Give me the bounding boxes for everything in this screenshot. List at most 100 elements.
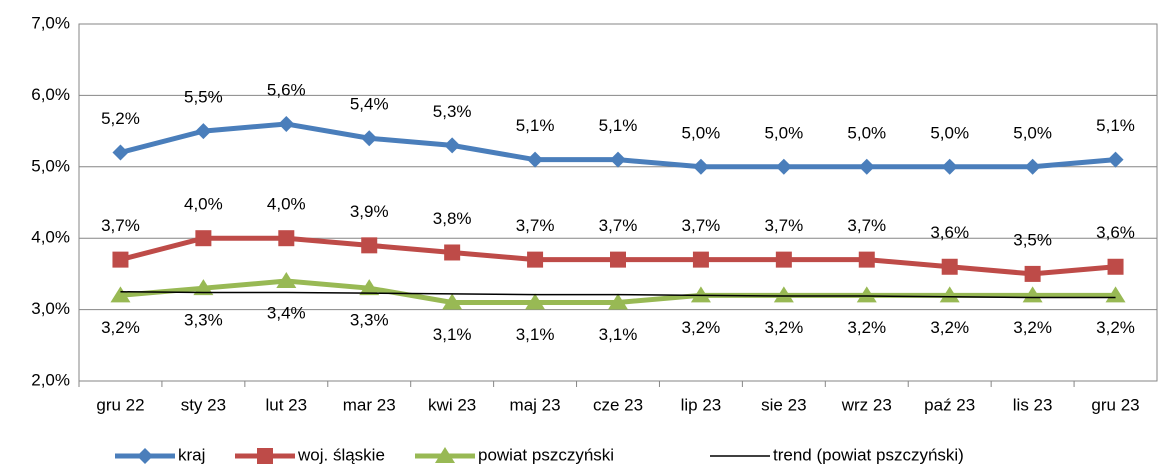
marker: [610, 251, 626, 268]
marker: [442, 293, 463, 310]
marker: [610, 151, 626, 168]
data-label: 3,7%: [516, 216, 555, 235]
marker: [444, 244, 461, 261]
data-label: 3,2%: [847, 318, 886, 337]
marker: [1107, 258, 1124, 275]
data-label: 3,1%: [433, 325, 472, 344]
marker: [527, 251, 544, 268]
series-line: [120, 291, 1116, 299]
marker: [1105, 286, 1126, 303]
marker: [941, 158, 958, 175]
x-tick-label: lut 23: [266, 395, 308, 414]
marker: [773, 286, 794, 303]
marker: [112, 144, 129, 161]
data-label: 5,0%: [682, 123, 721, 142]
x-tick-label: wrz 23: [841, 395, 892, 414]
data-label: 5,6%: [267, 80, 306, 99]
data-label: 3,4%: [267, 304, 306, 323]
data-label: 3,1%: [516, 325, 555, 344]
y-tick-label: 5,0%: [31, 156, 70, 175]
data-label: 5,0%: [764, 123, 803, 142]
y-tick-label: 2,0%: [31, 370, 70, 389]
data-label: 3,2%: [1096, 318, 1135, 337]
marker: [692, 158, 709, 175]
data-label: 5,2%: [101, 109, 140, 128]
y-tick-label: 3,0%: [31, 299, 70, 318]
x-tick-label: maj 23: [510, 395, 561, 414]
legend-label: kraj: [178, 445, 205, 464]
x-tick-label: paź 23: [924, 395, 975, 414]
marker: [1107, 151, 1124, 168]
marker: [195, 230, 212, 247]
marker: [257, 448, 273, 464]
y-tick-label: 6,0%: [31, 85, 70, 104]
marker: [359, 279, 380, 296]
marker: [856, 286, 877, 303]
data-label: 3,6%: [930, 223, 969, 242]
x-tick-label: lip 23: [681, 395, 722, 414]
data-label: 3,7%: [847, 216, 886, 235]
data-label: 3,8%: [433, 209, 472, 228]
data-label: 5,3%: [433, 102, 472, 121]
data-label: 5,4%: [350, 95, 389, 114]
data-label: 3,7%: [764, 216, 803, 235]
x-tick-label: cze 23: [593, 395, 643, 414]
data-label: 4,0%: [184, 195, 223, 214]
data-label: 5,1%: [599, 116, 638, 135]
data-label: 5,0%: [930, 123, 969, 142]
data-label: 5,0%: [1013, 123, 1052, 142]
marker: [939, 286, 960, 303]
x-tick-label: sty 23: [181, 395, 226, 414]
marker: [444, 137, 461, 154]
marker: [858, 158, 875, 175]
marker: [110, 286, 131, 303]
legend-label: woj. śląskie: [297, 445, 385, 464]
data-label: 3,7%: [101, 216, 140, 235]
x-tick-label: sie 23: [761, 395, 806, 414]
data-label: 5,0%: [847, 123, 886, 142]
data-label: 3,2%: [101, 318, 140, 337]
marker: [775, 251, 792, 268]
y-tick-label: 7,0%: [31, 13, 70, 32]
marker: [941, 258, 958, 275]
data-label: 3,3%: [184, 311, 223, 330]
marker: [278, 115, 295, 132]
marker: [858, 251, 875, 268]
marker: [692, 251, 709, 268]
data-label: 5,1%: [1096, 116, 1135, 135]
legend-label: powiat pszczyński: [478, 445, 614, 464]
marker: [1024, 158, 1041, 175]
data-label: 3,2%: [764, 318, 803, 337]
data-label: 3,2%: [930, 318, 969, 337]
x-tick-label: lis 23: [1013, 395, 1053, 414]
data-label: 3,2%: [1013, 318, 1052, 337]
data-label: 3,7%: [599, 216, 638, 235]
marker: [137, 448, 153, 464]
marker: [361, 237, 378, 254]
plot-border: [78, 23, 1158, 382]
marker: [527, 151, 544, 168]
x-tick-label: gru 23: [1091, 395, 1139, 414]
marker: [435, 447, 455, 463]
marker: [525, 293, 546, 310]
marker: [195, 123, 212, 140]
data-label: 5,1%: [516, 116, 555, 135]
x-tick-label: kwi 23: [428, 395, 476, 414]
marker: [608, 293, 628, 310]
data-label: 3,7%: [682, 216, 721, 235]
marker: [112, 251, 129, 268]
data-label: 5,5%: [184, 88, 223, 107]
data-label: 3,6%: [1096, 223, 1135, 242]
legend-label: trend (powiat pszczyński): [773, 445, 964, 464]
data-label: 4,0%: [267, 195, 306, 214]
data-label: 3,9%: [350, 202, 389, 221]
marker: [690, 286, 711, 303]
marker: [1022, 286, 1043, 303]
marker: [278, 230, 295, 247]
x-tick-label: gru 22: [96, 395, 144, 414]
data-label: 3,1%: [599, 325, 638, 344]
data-label: 3,3%: [350, 311, 389, 330]
marker: [1024, 265, 1041, 282]
marker: [361, 130, 378, 147]
